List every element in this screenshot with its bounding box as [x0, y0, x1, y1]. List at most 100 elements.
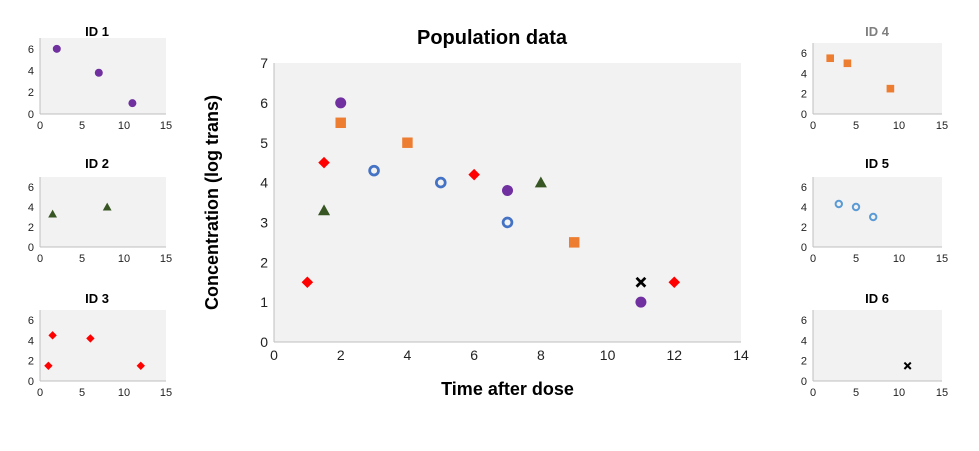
x-tick-label: 0 [810, 387, 816, 399]
x-tick-label: 15 [160, 120, 172, 132]
y-tick-label: 0 [801, 376, 807, 388]
y-tick-label: 5 [260, 135, 268, 151]
x-tick-label: 4 [404, 347, 412, 363]
y-tick-label: 0 [28, 109, 34, 121]
series-diamond [44, 331, 145, 370]
x-tick-label: 10 [118, 120, 130, 132]
y-tick-label: 0 [28, 376, 34, 388]
data-point [886, 84, 895, 93]
y-tick-label: 2 [28, 356, 34, 368]
x-tick-label: 10 [600, 347, 616, 363]
data-point [301, 276, 314, 288]
x-tick-label: 0 [37, 253, 43, 265]
y-tick-label: 0 [801, 242, 807, 254]
series-square [826, 54, 895, 93]
y-tick-label: 6 [28, 44, 34, 56]
plot-area [813, 177, 942, 247]
plot-area [813, 310, 942, 381]
x-tick-label: 2 [337, 347, 345, 363]
x-tick-label: 15 [936, 120, 948, 132]
x-tick-label: 10 [893, 387, 905, 399]
data-point [48, 331, 57, 340]
x-tick-label: 0 [810, 253, 816, 265]
chart-title: ID 6 [865, 291, 889, 306]
plot-area [813, 43, 942, 114]
series-triangle [48, 202, 112, 218]
x-tick-label: 5 [853, 120, 859, 132]
data-point [635, 276, 647, 288]
x-tick-label: 0 [37, 387, 43, 399]
data-point [869, 212, 878, 222]
chart-title: ID 5 [865, 156, 889, 171]
panel-id-5: 0 5 10 15 0 2 4 6 ID 5 [801, 156, 948, 265]
data-point [86, 334, 95, 343]
data-point [834, 199, 843, 209]
chart-title: ID 4 [865, 24, 890, 39]
series-id6 [635, 276, 647, 288]
data-point [851, 202, 861, 212]
chart-title: ID 1 [85, 24, 109, 39]
plot-area [40, 177, 166, 247]
x-tick-label: 5 [853, 387, 859, 399]
data-point [102, 202, 112, 211]
series-id5 [368, 164, 514, 229]
chart-title: ID 3 [85, 291, 109, 306]
panel-id-3: 0 5 10 15 0 2 4 6 ID 3 [28, 291, 172, 399]
x-tick-label: 5 [79, 387, 85, 399]
series-circle [52, 44, 137, 108]
plot-area [274, 63, 741, 342]
y-tick-label: 0 [801, 109, 807, 121]
data-point [136, 361, 145, 370]
data-point [52, 44, 61, 53]
data-point [94, 68, 103, 77]
x-tick-label: 10 [893, 120, 905, 132]
y-tick-label: 6 [28, 182, 34, 194]
y-tick-label: 2 [801, 356, 807, 368]
x-tick-label: 12 [666, 347, 682, 363]
y-tick-label: 2 [28, 222, 34, 234]
series-id1 [335, 97, 647, 308]
chart-title: ID 2 [85, 156, 109, 171]
data-point [501, 216, 514, 229]
x-tick-label: 6 [470, 347, 478, 363]
data-point [435, 176, 447, 189]
y-tick-label: 4 [28, 202, 34, 214]
series-id2 [317, 176, 547, 216]
y-tick-label: 6 [28, 315, 34, 327]
data-point [317, 204, 331, 216]
y-tick-label: 4 [801, 68, 807, 80]
plot-area [40, 310, 166, 381]
data-point [903, 361, 912, 370]
data-point [826, 54, 834, 63]
panel-id-6: 0 5 10 15 0 2 4 6 ID 6 [801, 291, 948, 399]
plot-area [40, 38, 166, 114]
data-point [568, 237, 580, 248]
x-tick-label: 0 [270, 347, 278, 363]
data-point [468, 168, 480, 181]
y-tick-label: 2 [801, 89, 807, 101]
y-tick-label: 4 [28, 66, 34, 78]
data-point [534, 176, 547, 188]
x-tick-label: 0 [37, 120, 43, 132]
series-id4 [335, 117, 580, 248]
x-tick-label: 0 [810, 120, 816, 132]
series-id3 [301, 156, 681, 288]
x-tick-label: 10 [893, 253, 905, 265]
y-tick-label: 4 [28, 335, 34, 347]
data-point [668, 276, 681, 288]
x-tick-label: 15 [160, 253, 172, 265]
x-tick-label: 5 [79, 253, 85, 265]
data-point [318, 156, 330, 169]
y-tick-label: 4 [801, 202, 807, 214]
y-tick-label: 6 [801, 48, 807, 60]
y-tick-label: 7 [260, 55, 268, 71]
y-tick-label: 6 [801, 315, 807, 327]
y-tick-label: 2 [28, 87, 34, 99]
y-tick-label: 0 [260, 334, 268, 350]
series-open-circle [834, 199, 878, 222]
y-tick-label: 2 [801, 222, 807, 234]
y-tick-label: 3 [260, 214, 268, 230]
y-tick-label: 1 [260, 294, 268, 310]
